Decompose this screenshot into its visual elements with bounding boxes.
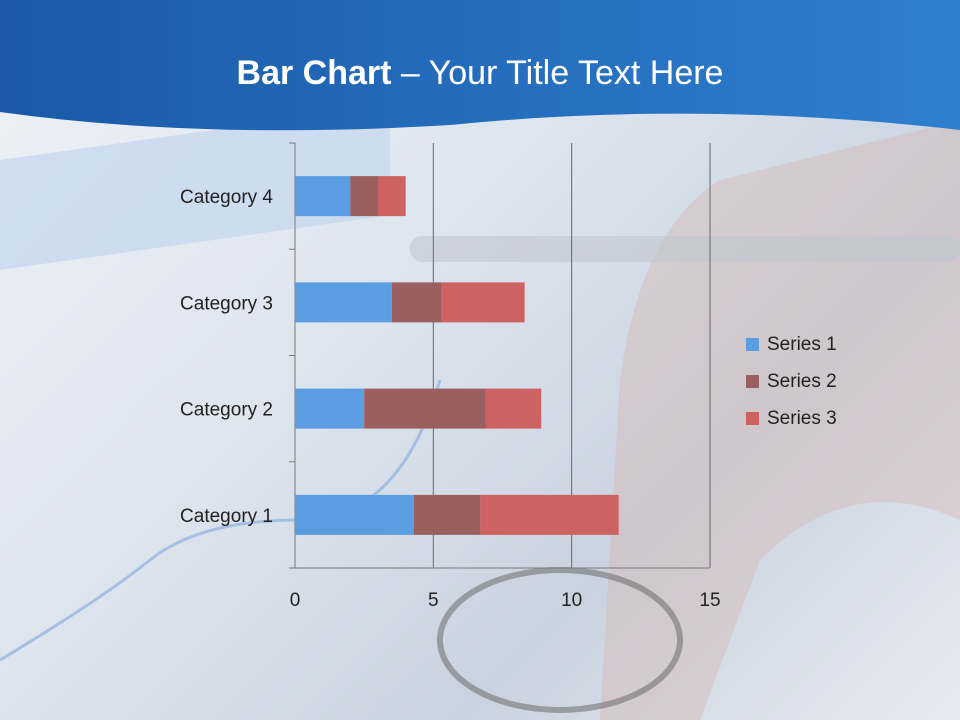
bar-1-series-1 [295,494,414,535]
bar-1-series-3 [480,494,619,535]
legend: Series 1 Series 2 Series 3 [746,326,837,437]
bar-3-series-3 [441,282,525,323]
bar-2-series-2 [364,388,486,429]
category-label: Category 1 [180,506,273,527]
bar-4-series-2 [350,176,378,217]
category-label: Category 2 [180,400,273,421]
header-banner [0,0,960,131]
slide-title: Bar Chart – Your Title Text Here [236,54,724,92]
bar-1-series-2 [413,494,481,535]
bar-2-series-3 [485,388,542,429]
legend-swatch [746,375,759,388]
x-tick-label: 10 [561,590,582,611]
bar-3-series-2 [391,282,442,323]
bar-2-series-1 [295,388,365,429]
x-tick-label: 15 [699,590,720,611]
x-tick-label: 0 [290,590,301,611]
legend-item-series-1: Series 1 [746,326,837,363]
legend-swatch [746,412,759,425]
category-label: Category 4 [180,187,273,208]
bar-3-series-1 [295,282,392,323]
bar-4-series-1 [295,176,351,217]
legend-item-series-3: Series 3 [746,400,837,437]
bar-4-series-3 [378,176,406,217]
legend-swatch [746,338,759,351]
legend-item-series-2: Series 2 [746,363,837,400]
category-label: Category 3 [180,293,273,314]
x-tick-label: 5 [428,590,439,611]
